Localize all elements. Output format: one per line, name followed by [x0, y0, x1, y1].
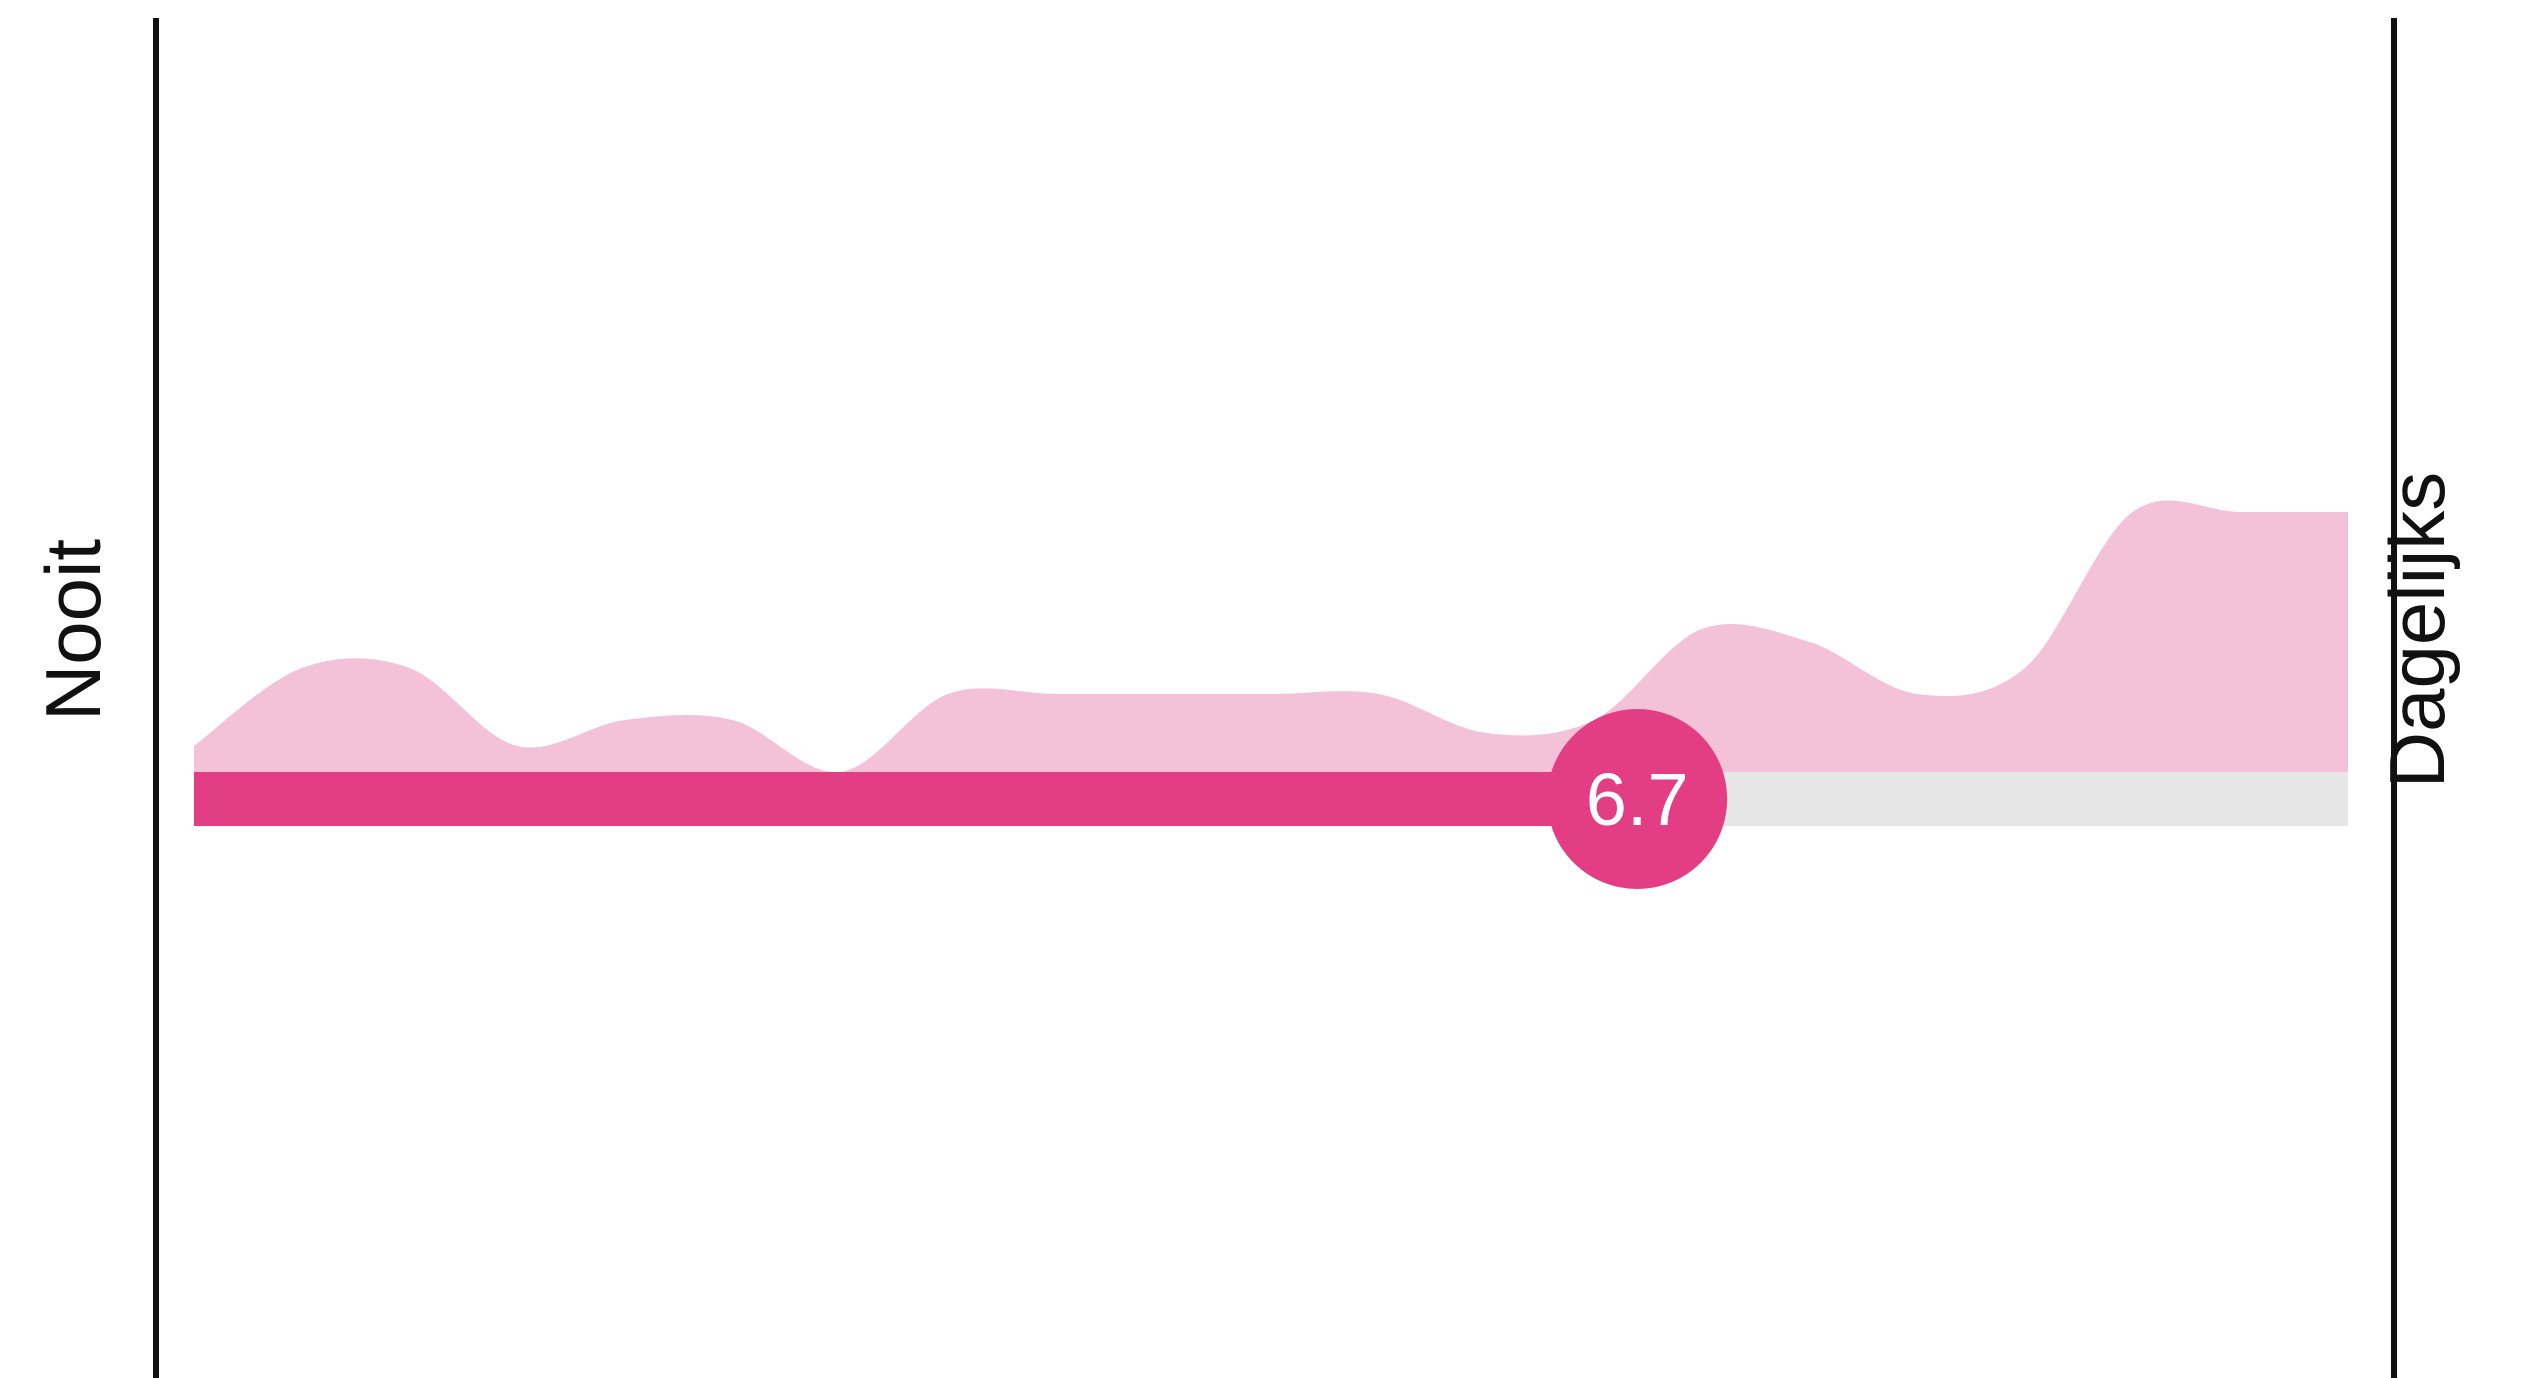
distribution-area — [194, 500, 2348, 773]
value-label: 6.7 — [1586, 758, 1689, 841]
slider-thumb[interactable]: 6.7 — [1547, 709, 1728, 889]
max-label: Dagelijks — [2373, 472, 2461, 788]
min-label: Nooit — [29, 539, 117, 721]
slider-fill — [194, 772, 1638, 826]
slider-thumb-circle — [1547, 709, 1728, 889]
